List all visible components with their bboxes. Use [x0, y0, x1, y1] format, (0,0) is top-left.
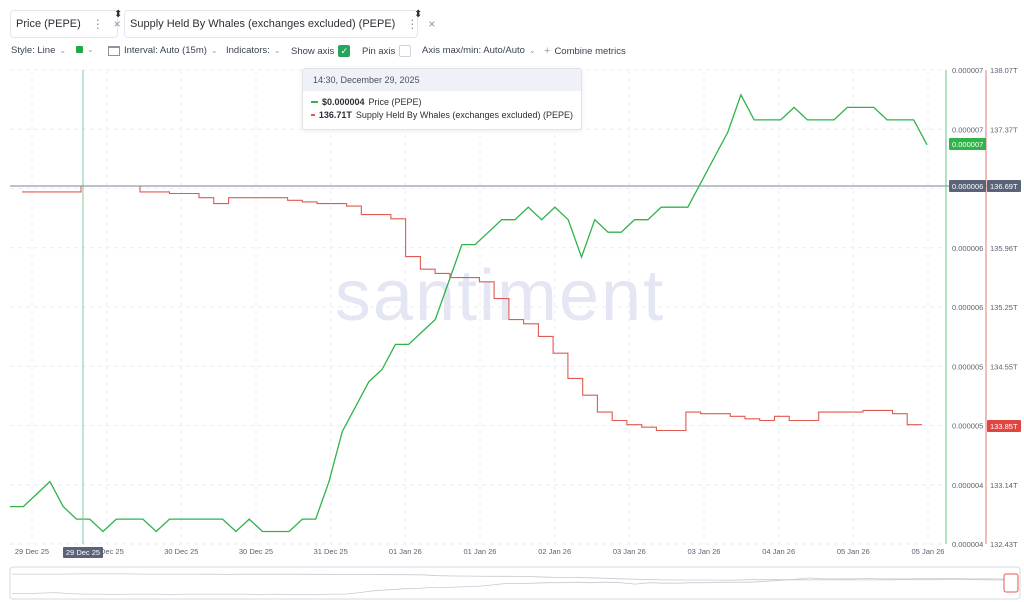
- chart-grid: [10, 69, 946, 545]
- price-axis-tick: 0.000007: [952, 125, 983, 134]
- x-axis-tick: 30 Dec 25: [239, 547, 273, 556]
- x-axis-tick: 05 Jan 26: [837, 547, 870, 556]
- chart-series: [10, 93, 928, 533]
- price-current-tag: 0.000007: [952, 140, 983, 149]
- x-axis-tick: 03 Jan 26: [688, 547, 721, 556]
- x-hover-tag: 29 Dec 25: [66, 548, 100, 557]
- x-axis-tick: 02 Jan 26: [538, 547, 571, 556]
- tooltip-price-label: Price (PEPE): [368, 97, 422, 107]
- supply-crosshair-tag: 136.69T: [990, 182, 1018, 191]
- interval-dropdown[interactable]: Interval: Auto (15m) ⌄: [108, 45, 218, 56]
- pin-axis-label: Pin axis: [362, 45, 396, 57]
- chevron-down-icon: ⌄: [210, 46, 218, 55]
- close-icon[interactable]: ×: [113, 17, 121, 31]
- supply-series-line: [22, 185, 922, 432]
- tab-price-label: Price (PEPE): [16, 18, 81, 30]
- tab-supply-whales[interactable]: Supply Held By Whales (exchanges exclude…: [124, 10, 435, 38]
- price-series-line: [10, 93, 928, 533]
- price-axis-tick: 0.000004: [952, 540, 983, 549]
- supply-axis-tick: 134.55T: [990, 362, 1018, 371]
- supply-axis-tick: 138.07T: [990, 66, 1018, 75]
- supply-current-tag: 133.85T: [990, 422, 1018, 431]
- tooltip-supply-value: 136.71T: [318, 110, 352, 120]
- pin-icon[interactable]: ⬍: [414, 9, 423, 20]
- plus-icon: +: [544, 45, 551, 57]
- hover-tooltip: 14:30, December 29, 2025 $0.000004 Price…: [302, 68, 582, 130]
- chevron-down-icon: ⌄: [87, 45, 94, 54]
- price-axis-tick: 0.000006: [952, 244, 983, 253]
- close-icon[interactable]: ×: [428, 17, 436, 31]
- chart-toolbar: Style: Line ⌄ ⌄ Interval: Auto (15m) ⌄ I…: [0, 42, 1024, 62]
- indicators-label: Indicators:: [226, 45, 270, 56]
- supply-axis-tick: 137.37T: [990, 125, 1018, 134]
- style-label: Style: Line: [11, 45, 56, 56]
- price-crosshair-tag-bg: [949, 180, 986, 192]
- x-axis-tick: 31 Dec 25: [314, 547, 348, 556]
- x-axis-tick: 03 Jan 26: [613, 547, 646, 556]
- kebab-icon[interactable]: ⋮: [406, 17, 420, 31]
- supply-axis-tick: 133.14T: [990, 481, 1018, 490]
- chevron-down-icon: ⌄: [528, 46, 536, 55]
- x-axis-tick: 30 Dec 25: [164, 547, 198, 556]
- x-axis-tick: 05 Jan 26: [912, 547, 945, 556]
- watermark: santiment: [335, 256, 665, 336]
- price-current-tag-bg: [949, 138, 986, 150]
- chevron-down-icon: ⌄: [59, 46, 67, 55]
- chart-axes: 0.000007 0.000007 0.000006 0.000006 0.000006…: [10, 66, 1021, 558]
- navigator-minimap: [9, 566, 1021, 600]
- pin-axis-toggle[interactable]: Pin axis: [362, 45, 412, 57]
- supply-axis-tick: 135.25T: [990, 303, 1018, 312]
- chevron-down-icon: ⌄: [273, 46, 281, 55]
- pin-icon[interactable]: ⬍: [114, 9, 123, 20]
- checkbox-empty-icon[interactable]: [399, 45, 412, 57]
- combine-label: Combine metrics: [554, 45, 626, 57]
- minimap-frame: [9, 566, 1021, 600]
- price-axis-tick: 0.000007: [952, 66, 983, 75]
- tab-supply-label: Supply Held By Whales (exchanges exclude…: [130, 18, 396, 30]
- tooltip-title: 14:30, December 29, 2025: [303, 69, 581, 91]
- x-hover-tag-bg: [63, 547, 103, 558]
- price-axis-tick: 0.000006: [952, 303, 983, 312]
- minimap-supply-line: [12, 573, 1012, 581]
- price-axis-tick: 0.000004: [952, 481, 983, 490]
- tooltip-row-supply: 136.71T Supply Held By Whales (exchanges…: [303, 107, 581, 120]
- supply-crosshair-tag-bg: [987, 180, 1021, 192]
- x-axis-tick: 04 Jan 26: [762, 547, 795, 556]
- x-axis-tick: 01 Jan 26: [464, 547, 497, 556]
- color-swatch: [76, 46, 83, 53]
- supply-axis-tick: 132.43T: [990, 540, 1018, 549]
- tooltip-supply-label: Supply Held By Whales (exchanges exclude…: [355, 110, 573, 120]
- kebab-icon[interactable]: ⋮: [91, 17, 105, 31]
- tooltip-row-price: $0.000004 Price (PEPE): [303, 91, 581, 107]
- minimap-price-line: [12, 577, 1013, 595]
- x-axis-tick: 01 Jan 26: [389, 547, 422, 556]
- supply-axis-tick: 135.96T: [990, 244, 1018, 253]
- combine-metrics-button[interactable]: + Combine metrics: [544, 45, 626, 57]
- style-dropdown[interactable]: Style: Line ⌄: [11, 45, 66, 56]
- x-axis-tick: 29 Dec 25: [15, 547, 49, 556]
- chart-area[interactable]: santiment 0.000007 0.000007 0.000006 0.0000…: [0, 62, 1024, 602]
- show-axis-label: Show axis: [291, 45, 335, 57]
- supply-current-tag-bg: [987, 420, 1021, 432]
- price-axis-tick: 0.000005: [952, 362, 983, 371]
- tooltip-price-value: $0.000004: [322, 97, 365, 107]
- tooltip-dash-price: [311, 101, 318, 103]
- minimap-handle: [1003, 573, 1019, 593]
- price-axis-tick: 0.000005: [952, 422, 983, 431]
- tab-price[interactable]: Price (PEPE) ⋮ ×: [10, 10, 121, 38]
- checkbox-checked-icon[interactable]: ✓: [338, 45, 351, 57]
- show-axis-toggle[interactable]: Show axis ✓: [291, 45, 351, 57]
- color-dropdown[interactable]: ⌄: [76, 45, 94, 54]
- metrics-tabbar: Price (PEPE) ⋮ × ⬍ Supply Held By Whales…: [0, 0, 1024, 42]
- x-axis-tick: 29 Dec 25: [90, 547, 124, 556]
- indicators-dropdown[interactable]: Indicators: ⌄: [226, 45, 281, 56]
- price-crosshair-tag: 0.000006: [952, 182, 983, 191]
- axis-minmax-dropdown[interactable]: Axis max/min: Auto/Auto ⌄: [422, 45, 536, 56]
- candles-icon: [108, 45, 120, 56]
- tooltip-dash-supply: [311, 114, 315, 116]
- interval-label: Interval: Auto (15m): [124, 45, 207, 56]
- axis-minmax-label: Axis max/min: Auto/Auto: [422, 45, 525, 56]
- line-chart[interactable]: santiment 0.0000070.0000070.0000060.0000…: [0, 62, 1024, 602]
